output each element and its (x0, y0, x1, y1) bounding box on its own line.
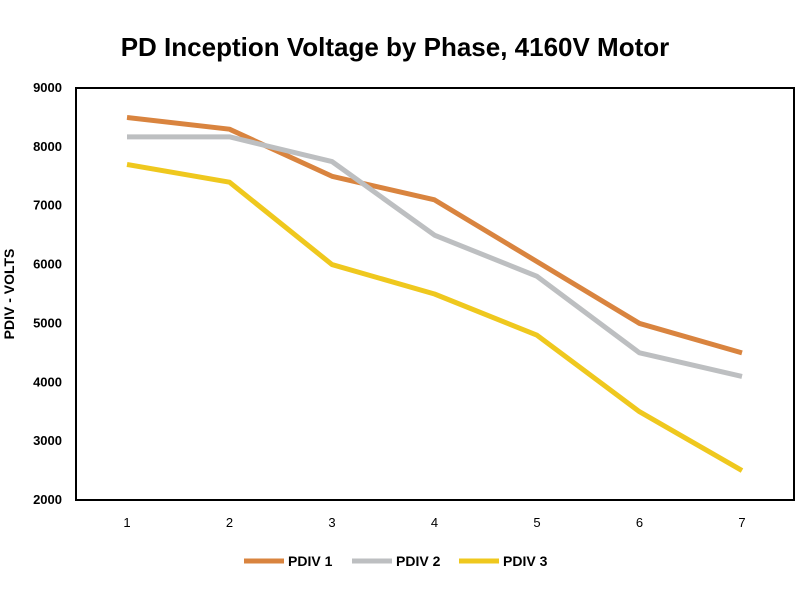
legend-label: PDIV 3 (503, 553, 548, 569)
x-tick-label: 5 (533, 515, 540, 530)
legend-label: PDIV 2 (396, 553, 441, 569)
y-tick-label: 4000 (33, 374, 62, 389)
legend-label: PDIV 1 (288, 553, 333, 569)
y-tick-label: 6000 (33, 257, 62, 272)
plot-area (75, 87, 795, 501)
legend-item-pdiv-3: PDIV 3 (459, 553, 548, 569)
legend-item-pdiv-1: PDIV 1 (244, 553, 333, 569)
legend-item-pdiv-2: PDIV 2 (352, 553, 441, 569)
legend: PDIV 1 PDIV 2 PDIV 3 (244, 553, 548, 569)
y-tick-label: 8000 (33, 139, 62, 154)
chart-title: PD Inception Voltage by Phase, 4160V Mot… (121, 32, 670, 62)
series-line-pdiv-1 (126, 114, 743, 356)
series-lines (126, 114, 744, 473)
series-line-pdiv-3 (126, 162, 744, 473)
x-tick-label: 7 (738, 515, 745, 530)
y-tick-label: 9000 (33, 80, 62, 95)
x-tick-label: 1 (123, 515, 130, 530)
y-axis-ticks: 2000 3000 4000 5000 6000 7000 8000 9000 (33, 80, 62, 507)
y-tick-label: 7000 (33, 198, 62, 213)
series-line-pdiv-2 (127, 134, 743, 379)
y-axis-label: PDIV - VOLTS (1, 249, 17, 340)
x-tick-label: 2 (226, 515, 233, 530)
x-tick-label: 4 (431, 515, 438, 530)
x-tick-label: 3 (328, 515, 335, 530)
y-tick-label: 3000 (33, 433, 62, 448)
x-axis-ticks: 1 2 3 4 5 6 7 (123, 515, 745, 530)
x-tick-label: 6 (636, 515, 643, 530)
y-tick-label: 2000 (33, 492, 62, 507)
y-tick-label: 5000 (33, 315, 62, 330)
